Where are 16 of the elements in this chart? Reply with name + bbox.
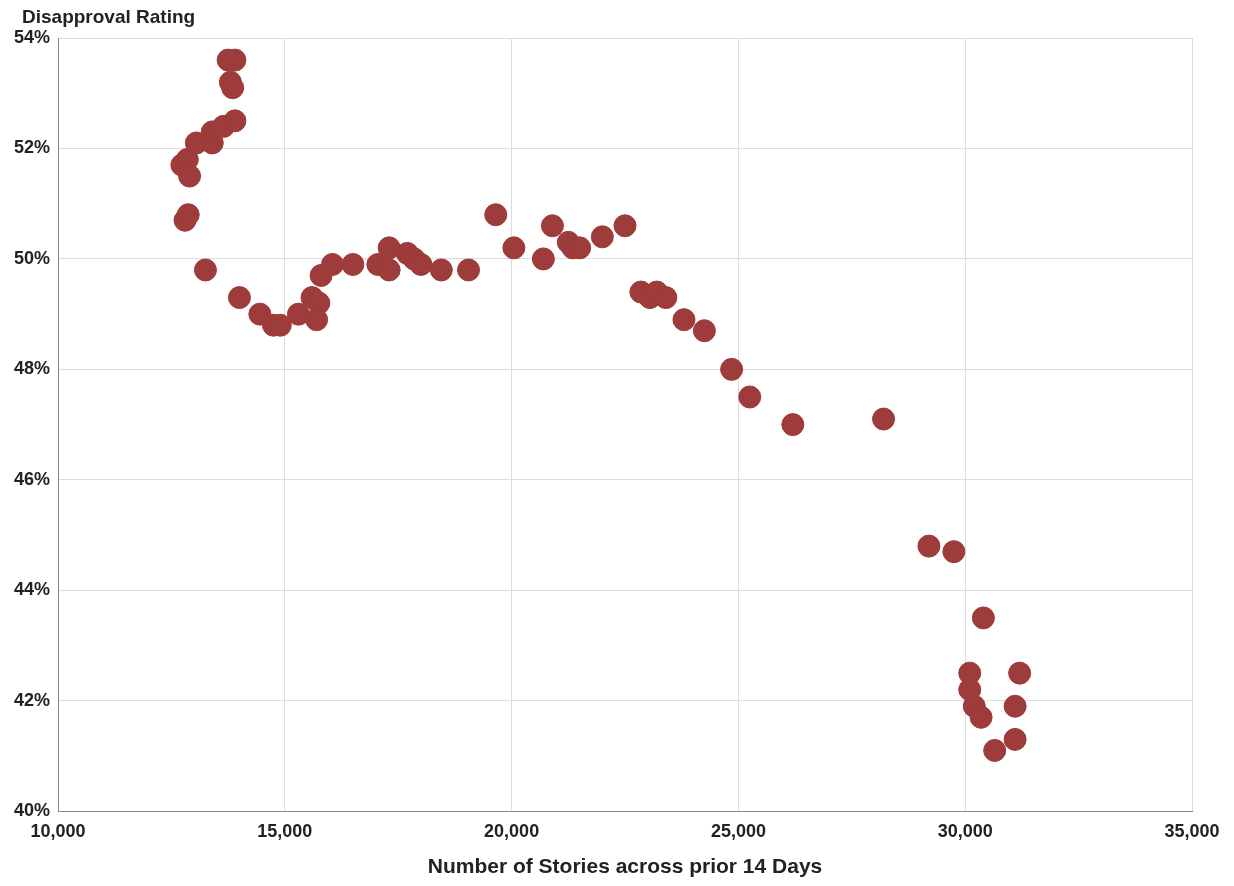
x-tick-label: 10,000 bbox=[30, 820, 86, 841]
y-tick-label: 44% bbox=[14, 579, 51, 600]
y-tick-label: 42% bbox=[14, 689, 51, 710]
x-tick-label: 20,000 bbox=[484, 820, 540, 841]
y-tick-label: 52% bbox=[14, 137, 51, 158]
y-tick-label: 54% bbox=[14, 26, 51, 47]
y-tick-label: 40% bbox=[14, 800, 51, 821]
y-tick-label: 46% bbox=[14, 468, 51, 489]
x-tick-label: 35,000 bbox=[1164, 820, 1220, 841]
x-tick-label: 15,000 bbox=[257, 820, 313, 841]
chart-title: Disapproval Rating bbox=[22, 6, 196, 28]
x-axis-title: Number of Stories across prior 14 Days bbox=[427, 854, 823, 878]
x-tick-label: 30,000 bbox=[937, 820, 993, 841]
x-tick-label: 25,000 bbox=[710, 820, 766, 841]
y-tick-label: 50% bbox=[14, 247, 51, 268]
y-tick-label: 48% bbox=[14, 358, 51, 379]
